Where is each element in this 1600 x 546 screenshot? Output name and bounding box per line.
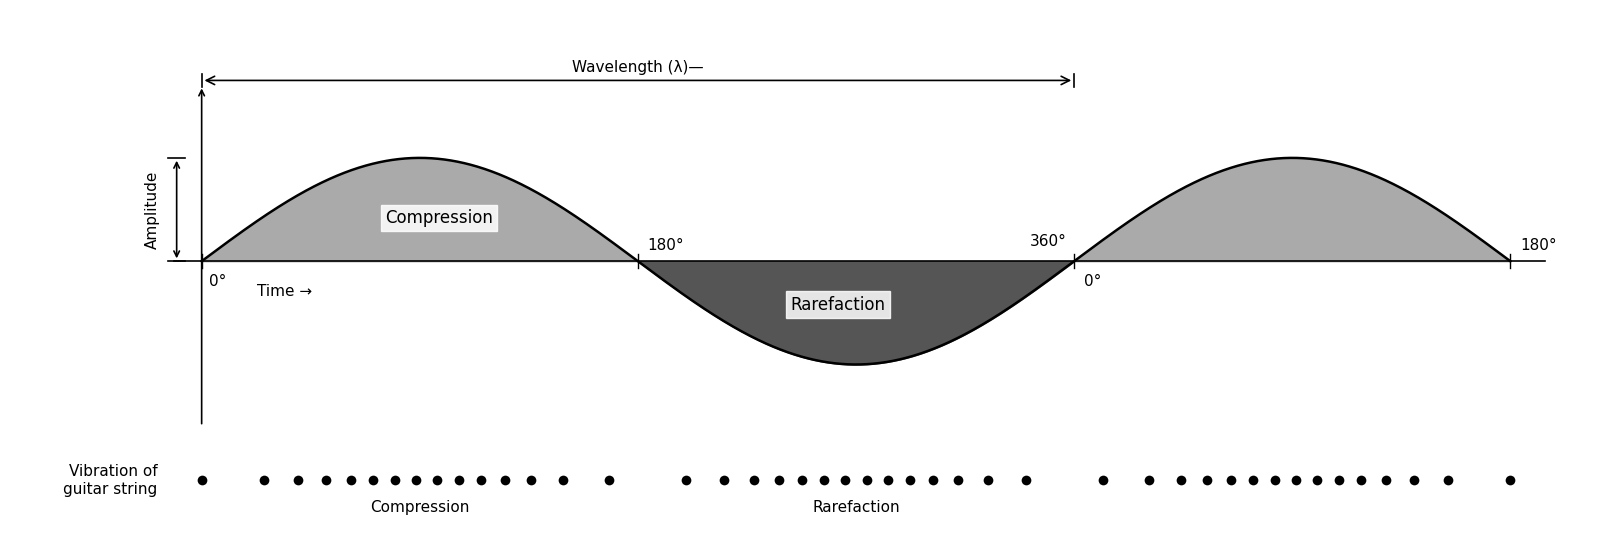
Text: Rarefaction: Rarefaction <box>790 295 885 313</box>
Text: Wavelength (λ)—: Wavelength (λ)— <box>573 60 704 75</box>
Text: Compression: Compression <box>386 209 493 227</box>
Text: 360°: 360° <box>1030 234 1067 249</box>
Text: 180°: 180° <box>648 238 685 253</box>
Text: Rarefaction: Rarefaction <box>813 500 899 515</box>
Text: 0°: 0° <box>1083 274 1101 289</box>
Text: 180°: 180° <box>1520 238 1557 253</box>
Text: Amplitude: Amplitude <box>146 170 160 249</box>
Text: Compression: Compression <box>370 500 469 515</box>
Text: 0°: 0° <box>208 274 226 289</box>
Text: Vibration of
guitar string: Vibration of guitar string <box>62 464 157 497</box>
Text: Time →: Time → <box>258 284 312 299</box>
